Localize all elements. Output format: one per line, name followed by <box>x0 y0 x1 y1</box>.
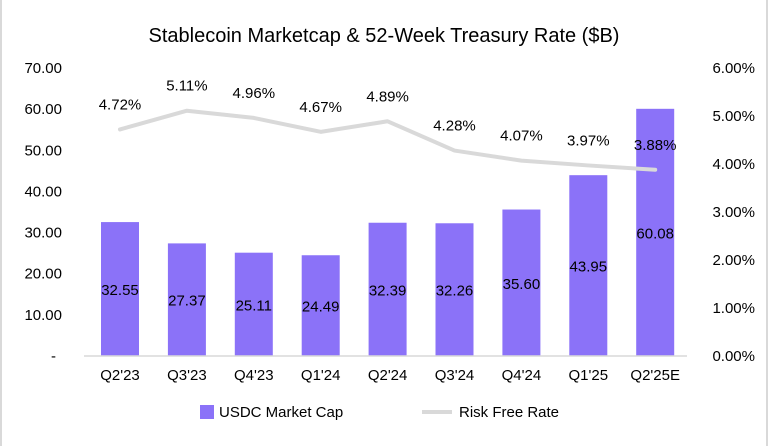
line-data-label: 4.72% <box>99 96 142 113</box>
bar-data-label: 35.60 <box>503 276 541 293</box>
bar-data-label: 43.95 <box>570 259 608 276</box>
bar-data-label: 60.08 <box>636 225 674 242</box>
bar-data-label: 24.49 <box>302 299 340 316</box>
y-right-tick-label: 4.00% <box>712 156 755 173</box>
bar-data-label: 32.26 <box>436 283 474 300</box>
legend-label-line: Risk Free Rate <box>459 404 559 421</box>
x-tick-label: Q1'24 <box>301 367 341 384</box>
chart-title: Stablecoin Marketcap & 52-Week Treasury … <box>149 25 620 47</box>
line-data-label: 4.67% <box>299 99 342 116</box>
x-tick-label: Q3'23 <box>167 367 207 384</box>
x-tick-label: Q1'25 <box>569 367 609 384</box>
line-series: 4.72% 5.11% 4.96% 4.67% 4.89% 4.28% 4.07% 3.97%… <box>99 78 677 172</box>
line-path <box>118 108 658 172</box>
x-tick-label: Q3'24 <box>435 367 475 384</box>
line-data-label: 4.89% <box>366 88 409 105</box>
legend: USDC Market Cap Risk Free Rate <box>200 404 559 421</box>
bar <box>368 222 407 356</box>
x-tick-label: Q4'24 <box>502 367 542 384</box>
legend-label-bar: USDC Market Cap <box>219 404 343 421</box>
y-right-tick-label: 2.00% <box>712 252 755 269</box>
x-tick-label: Q2'24 <box>368 367 408 384</box>
bar-data-label: 27.37 <box>168 293 206 310</box>
bar <box>502 209 541 356</box>
y-right-tick-label: 1.00% <box>712 300 755 317</box>
x-tick-label: Q4'23 <box>234 367 274 384</box>
line-data-label: 5.11% <box>166 78 207 95</box>
y-axis-left: - 10.00 20.00 30.00 40.00 50.00 60.00 70.00 <box>24 60 62 365</box>
line-data-label: 4.96% <box>233 85 276 102</box>
bar <box>101 222 139 356</box>
y-right-tick-label: 0.00% <box>712 348 755 365</box>
bar <box>569 175 608 356</box>
y-left-tick-label: 30.00 <box>24 225 62 242</box>
x-axis: Q2'23 Q3'23 Q4'23 Q1'24 Q2'24 Q3'24 Q4'24 Q1'25… <box>100 367 680 384</box>
legend-swatch-bar <box>200 405 214 419</box>
bar <box>301 255 340 356</box>
line-data-label: 4.28% <box>433 118 476 135</box>
y-left-tick-label: 60.00 <box>24 101 62 118</box>
y-left-tick-label: 20.00 <box>24 266 62 283</box>
bar-data-label: 32.39 <box>369 282 407 299</box>
bar <box>636 108 675 356</box>
line-data-label: 3.88% <box>634 137 677 154</box>
y-right-tick-label: 3.00% <box>712 204 755 221</box>
x-tick-label: Q2'23 <box>100 367 140 384</box>
y-right-tick-label: 6.00% <box>712 60 755 77</box>
bar-series: 32.55 27.37 25.11 24.49 32.39 32.26 35.60 43.95… <box>101 108 675 356</box>
line-data-label: 3.97% <box>567 132 610 149</box>
y-left-tick-label: 40.00 <box>24 183 62 200</box>
line-data-label: 4.07% <box>500 128 543 145</box>
bar-data-label: 25.11 <box>236 297 272 314</box>
y-axis-right: 0.00% 1.00% 2.00% 3.00% 4.00% 5.00% 6.00% <box>712 60 755 365</box>
y-left-tick-label: 50.00 <box>24 142 62 159</box>
x-tick-label: Q2'25E <box>630 367 680 384</box>
y-right-tick-label: 5.00% <box>712 108 755 125</box>
bar-data-label: 32.55 <box>101 282 139 299</box>
y-left-tick-label: 10.00 <box>24 307 62 324</box>
y-left-tick-label: 70.00 <box>24 60 62 77</box>
bar <box>435 223 474 356</box>
y-left-tick-label: - <box>51 348 56 365</box>
bar <box>234 252 273 356</box>
bar <box>167 243 206 356</box>
